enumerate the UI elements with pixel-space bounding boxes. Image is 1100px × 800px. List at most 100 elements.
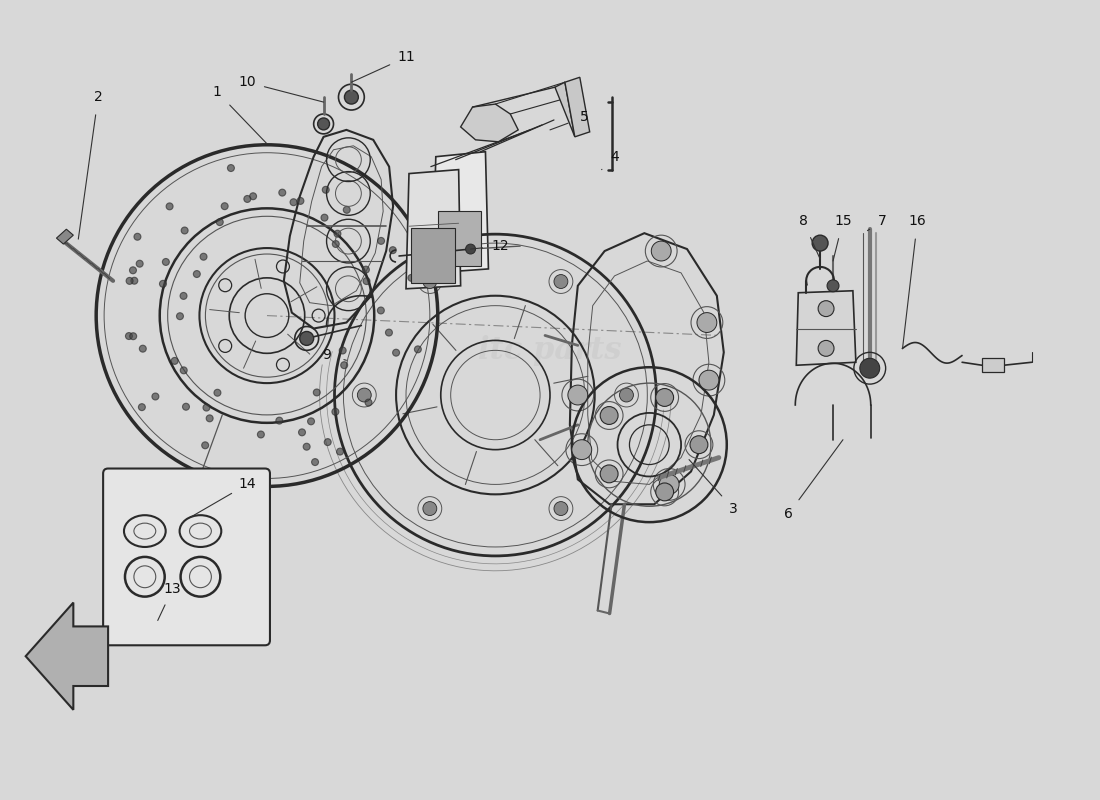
Circle shape <box>343 206 350 214</box>
Circle shape <box>160 280 166 287</box>
Circle shape <box>214 390 221 396</box>
Circle shape <box>651 241 671 261</box>
Circle shape <box>257 431 264 438</box>
Circle shape <box>200 254 207 260</box>
Circle shape <box>393 350 399 356</box>
Circle shape <box>554 502 568 515</box>
Circle shape <box>204 404 210 411</box>
Circle shape <box>385 329 393 336</box>
Circle shape <box>358 388 372 402</box>
Circle shape <box>690 436 708 454</box>
Circle shape <box>465 244 475 254</box>
Circle shape <box>180 293 187 299</box>
Circle shape <box>183 403 189 410</box>
Circle shape <box>389 246 396 254</box>
Circle shape <box>324 438 331 446</box>
Circle shape <box>130 333 136 340</box>
Circle shape <box>176 313 184 320</box>
Text: 13: 13 <box>164 582 182 596</box>
Text: 1: 1 <box>213 85 222 99</box>
Circle shape <box>818 301 834 317</box>
Circle shape <box>163 258 169 266</box>
Text: itc parts: itc parts <box>478 335 622 366</box>
Circle shape <box>656 389 673 406</box>
Polygon shape <box>56 229 74 244</box>
Circle shape <box>408 274 415 282</box>
Text: 2: 2 <box>94 90 102 104</box>
Circle shape <box>139 404 145 410</box>
Circle shape <box>601 465 618 483</box>
Circle shape <box>134 234 141 240</box>
Text: 7: 7 <box>878 214 887 228</box>
Circle shape <box>377 238 385 244</box>
Text: 9: 9 <box>322 348 331 362</box>
FancyBboxPatch shape <box>103 469 270 646</box>
Circle shape <box>140 345 146 352</box>
Text: 4: 4 <box>610 150 619 164</box>
Polygon shape <box>565 78 590 137</box>
Circle shape <box>126 278 133 284</box>
Circle shape <box>304 443 310 450</box>
Circle shape <box>314 389 320 396</box>
Circle shape <box>278 189 286 196</box>
Circle shape <box>812 235 828 251</box>
Circle shape <box>659 474 679 494</box>
Circle shape <box>697 313 717 333</box>
Circle shape <box>422 502 437 515</box>
Circle shape <box>290 198 297 206</box>
Circle shape <box>201 442 209 449</box>
Circle shape <box>601 406 618 425</box>
Circle shape <box>206 415 213 422</box>
Circle shape <box>415 346 421 353</box>
Text: 11: 11 <box>397 50 415 64</box>
Text: 15: 15 <box>834 214 851 228</box>
Text: 6: 6 <box>784 507 793 522</box>
Circle shape <box>422 274 437 289</box>
Circle shape <box>311 458 319 466</box>
Circle shape <box>334 230 341 237</box>
Circle shape <box>365 399 372 406</box>
Circle shape <box>362 266 370 273</box>
Circle shape <box>244 195 251 202</box>
Circle shape <box>332 241 339 247</box>
Circle shape <box>337 448 343 455</box>
Text: 10: 10 <box>239 75 256 90</box>
Circle shape <box>166 203 173 210</box>
Text: 16: 16 <box>909 214 926 228</box>
Bar <box>438 211 482 266</box>
Circle shape <box>656 483 673 501</box>
Circle shape <box>172 358 178 364</box>
Circle shape <box>136 260 143 267</box>
Circle shape <box>217 218 223 226</box>
Circle shape <box>250 193 256 200</box>
Circle shape <box>377 307 384 314</box>
Circle shape <box>860 358 880 378</box>
Text: 3: 3 <box>729 502 738 516</box>
Circle shape <box>194 270 200 278</box>
Text: 12: 12 <box>492 239 509 253</box>
Circle shape <box>818 341 834 356</box>
Circle shape <box>341 362 348 369</box>
Circle shape <box>299 331 314 346</box>
Text: 14: 14 <box>239 478 256 491</box>
Bar <box>411 228 454 283</box>
Polygon shape <box>406 170 461 289</box>
Circle shape <box>363 278 370 285</box>
Circle shape <box>297 198 304 204</box>
Circle shape <box>182 227 188 234</box>
Circle shape <box>827 280 839 292</box>
Circle shape <box>308 418 315 425</box>
Bar <box>982 358 1004 372</box>
Circle shape <box>554 274 568 289</box>
Polygon shape <box>461 104 518 142</box>
Circle shape <box>322 186 329 194</box>
Polygon shape <box>432 152 488 273</box>
Circle shape <box>698 370 718 390</box>
Circle shape <box>131 278 138 284</box>
Circle shape <box>180 367 187 374</box>
Circle shape <box>321 214 328 221</box>
Circle shape <box>152 393 158 400</box>
Circle shape <box>221 202 228 210</box>
Circle shape <box>344 90 359 104</box>
Circle shape <box>298 429 306 436</box>
